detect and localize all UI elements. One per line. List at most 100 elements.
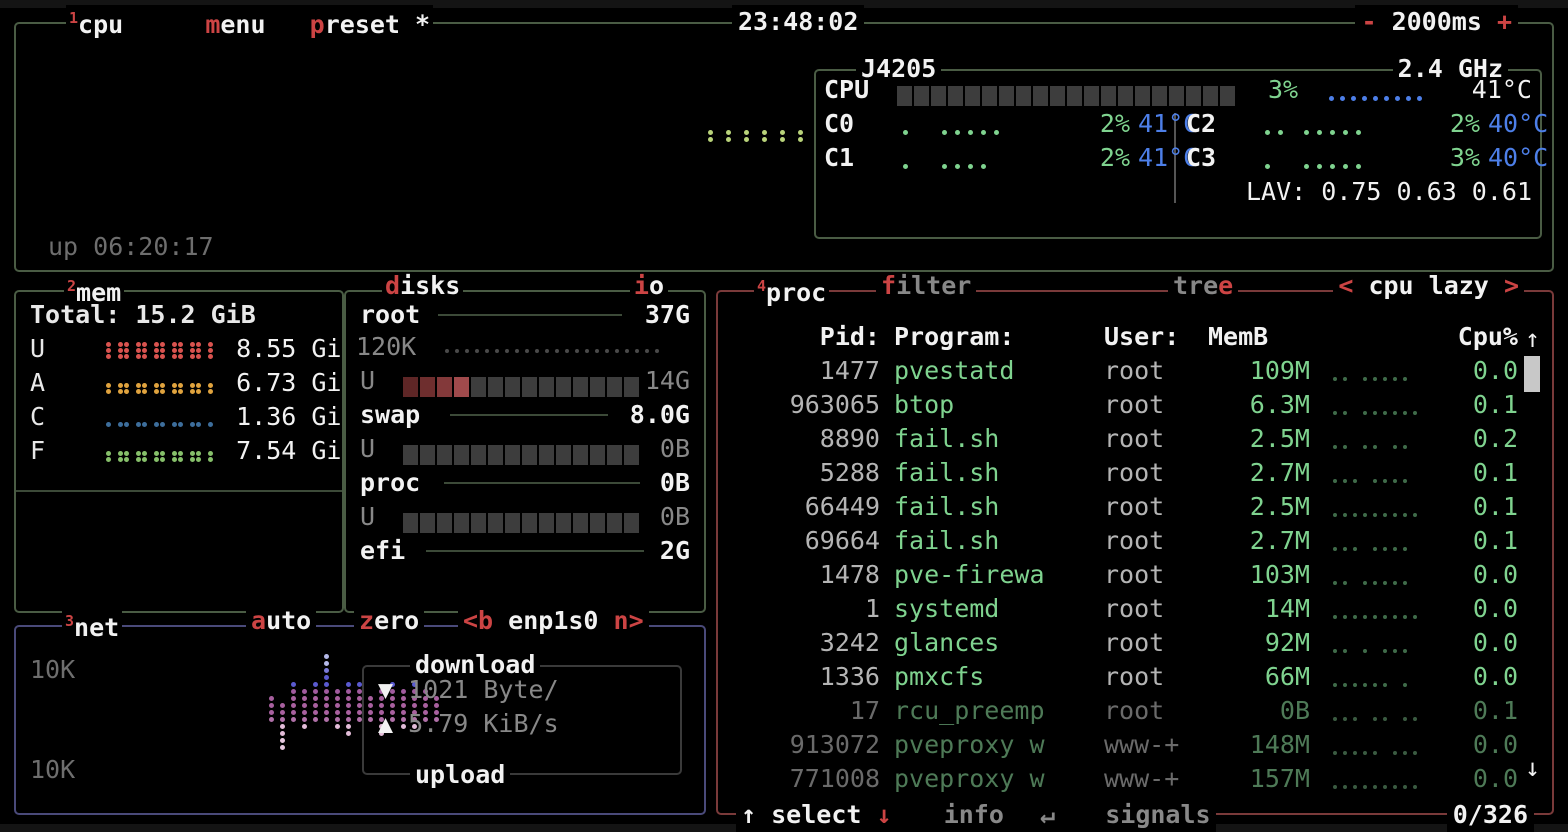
net-next-iface-button[interactable]: n>: [613, 606, 644, 635]
proc-tree-toggle[interactable]: tree: [1168, 273, 1239, 299]
cell-cpu: 0.0: [1472, 764, 1518, 793]
cell-pid: 17: [849, 696, 880, 725]
column-header-memb[interactable]: MemB: [1208, 322, 1269, 351]
proc-scrollbar-thumb[interactable]: [1524, 356, 1540, 392]
disk-free-swap: 0B: [659, 434, 690, 463]
net-zero-button[interactable]: zero: [354, 608, 425, 634]
mem-panel-title[interactable]: 2mem: [64, 273, 125, 307]
cell-user: www-+: [1104, 730, 1180, 759]
column-header-user[interactable]: User:: [1104, 322, 1180, 351]
table-row[interactable]: 1 systemd root 14M 0.0: [718, 592, 1552, 626]
scroll-up-icon[interactable]: ↑: [1524, 324, 1540, 353]
core-sparkline-c2: [1261, 129, 1378, 136]
net-upload-row: ▲ 5.79 KiB/s: [378, 707, 559, 741]
cpu-panel-title[interactable]: 1cpu menu preset *: [66, 5, 434, 39]
signals-button[interactable]: signals: [1105, 800, 1211, 829]
proc-panel-title[interactable]: 4proc: [754, 273, 830, 306]
cell-user: root: [1104, 560, 1165, 589]
table-row[interactable]: 17 rcu_preemp root 0B 0.1: [718, 694, 1552, 728]
cpu-total-pct: 3%: [1268, 75, 1299, 104]
table-row[interactable]: 5288 fail.sh root 2.7M 0.1: [718, 456, 1552, 490]
cpu-max-freq-label: 2.4 GHz: [1392, 52, 1508, 86]
proc-selection-count: 0/326: [1446, 798, 1534, 832]
mem-row-used: U 8.55 Gi: [30, 332, 341, 366]
column-header-cpu[interactable]: Cpu%: [1457, 322, 1518, 351]
io-toggle-button[interactable]: io: [629, 273, 668, 299]
net-panel-title[interactable]: 3net: [62, 608, 123, 641]
cell-memb: 2.5M: [1249, 492, 1310, 521]
core-sparkline-c0: [899, 129, 1016, 136]
scroll-down-icon[interactable]: ↓: [1524, 753, 1540, 782]
select-down-icon[interactable]: ↓: [876, 800, 892, 829]
cpu-history-graph: [26, 34, 816, 234]
cell-program: glances: [894, 628, 1000, 657]
table-row[interactable]: 963065 btop root 6.3M 0.1: [718, 388, 1552, 422]
table-row[interactable]: 69664 fail.sh root 2.7M 0.1: [718, 524, 1552, 558]
core-temp-c1: 41°C: [1138, 143, 1199, 172]
core-pct-c0: 2%: [1099, 109, 1130, 138]
disk-used-label-swap: U: [360, 434, 376, 463]
cell-user: root: [1104, 424, 1165, 453]
cpu-preset-button[interactable]: preset *: [309, 10, 431, 39]
net-upload-value: 5.79 KiB/s: [408, 709, 559, 738]
select-up-icon[interactable]: ↑: [741, 800, 757, 829]
disk-name-efi: efi: [360, 536, 406, 565]
core-label-c0: C0: [824, 109, 855, 138]
cell-cpu-sparkline: [1330, 568, 1480, 602]
table-row[interactable]: 1336 pmxcfs root 66M 0.0: [718, 660, 1552, 694]
cell-cpu: 0.0: [1472, 560, 1518, 589]
mem-panel-number: 2: [67, 277, 77, 295]
cell-pid: 1336: [819, 662, 880, 691]
update-interval-control[interactable]: - 2000ms +: [1355, 5, 1518, 39]
cell-pid: 1: [864, 594, 880, 623]
cpu-menu-button[interactable]: menu: [205, 10, 266, 39]
table-row[interactable]: 913072 pveproxy w www-+ 148M 0.0: [718, 728, 1552, 762]
table-row[interactable]: 1477 pvestatd root 109M 0.0: [718, 354, 1552, 388]
cell-program: fail.sh: [894, 424, 1000, 453]
core-temp-c2: 40°C: [1488, 109, 1549, 138]
mem-key-cached: C: [30, 402, 46, 431]
column-header-program[interactable]: Program:: [894, 322, 1015, 351]
disks-panel-title[interactable]: disks: [382, 273, 464, 299]
increase-interval-button[interactable]: +: [1496, 7, 1512, 36]
table-row[interactable]: 66449 fail.sh root 2.5M 0.1: [718, 490, 1552, 524]
mem-panel-label: mem: [76, 278, 122, 307]
cell-cpu-sparkline: [1330, 704, 1480, 738]
info-button[interactable]: info: [943, 800, 1004, 829]
proc-sort-next-button[interactable]: >: [1503, 271, 1519, 300]
mem-panel: 2mem Total: 15.2 GiB U 8.55 Gi A 6.73 Gi…: [14, 273, 344, 613]
disk-name-root: root: [360, 300, 421, 329]
cell-cpu-sparkline: [1330, 636, 1480, 670]
net-interface-selector[interactable]: <b enp1s0 n>: [458, 608, 649, 634]
cell-program: fail.sh: [894, 492, 1000, 521]
proc-sort-prev-button[interactable]: <: [1338, 271, 1354, 300]
proc-filter-button[interactable]: filter: [876, 273, 977, 299]
disk-name-swap: swap: [360, 400, 421, 429]
disk-size-efi: 2G: [659, 536, 690, 565]
column-header-pid[interactable]: Pid:: [819, 322, 880, 351]
decrease-interval-button[interactable]: -: [1361, 7, 1377, 36]
cell-pid: 69664: [804, 526, 880, 555]
net-scale-bottom: 10K: [30, 755, 76, 784]
cell-program: rcu_preemp: [894, 696, 1045, 725]
cell-program: fail.sh: [894, 458, 1000, 487]
cpu-core-row-c0: C0: [824, 107, 1016, 141]
core-sparkline-c3: [1261, 163, 1378, 170]
mem-sparkline-available: [105, 382, 221, 394]
cell-program: btop: [894, 390, 955, 419]
net-prev-iface-button[interactable]: <b: [463, 606, 494, 635]
proc-panel: 4proc filter tree < cpu lazy > Pid: Prog…: [716, 273, 1554, 832]
net-auto-button[interactable]: auto: [246, 608, 317, 634]
table-row[interactable]: 1478 pve-firewa root 103M 0.0: [718, 558, 1552, 592]
table-row[interactable]: 771008 pveproxy w www-+ 157M 0.0: [718, 762, 1552, 796]
disk-used-label-proc: U: [360, 502, 376, 531]
disk-usage-root: U: [360, 364, 641, 398]
table-row[interactable]: 3242 glances root 92M 0.0: [718, 626, 1552, 660]
net-upload-label: upload: [410, 758, 511, 792]
proc-sort-selector[interactable]: < cpu lazy >: [1333, 273, 1524, 299]
cell-pid: 1477: [819, 356, 880, 385]
mem-value-used: 8.55 Gi: [236, 334, 342, 363]
table-row[interactable]: 8890 fail.sh root 2.5M 0.2: [718, 422, 1552, 456]
net-download-row: ▼ 1021 Byte/: [378, 673, 559, 707]
